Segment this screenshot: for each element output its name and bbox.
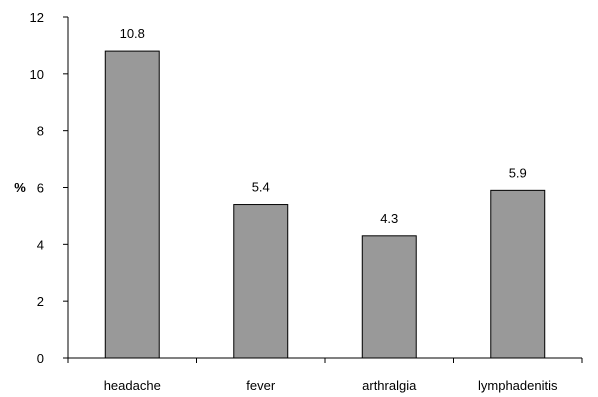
labels: 10.8 headache 5.4 fever 4.3 arthralgia 5.9 lymp… <box>104 26 558 393</box>
x-category-label-fever: fever <box>246 378 276 393</box>
bars <box>104 50 546 359</box>
bar-headache <box>104 50 160 359</box>
y-tick-label: 0 <box>37 351 44 366</box>
y-tick-label: 12 <box>30 10 44 25</box>
bar-fever <box>233 204 289 359</box>
x-category-label-lymphadenitis: lymphadenitis <box>478 378 558 393</box>
bar-arthralgia <box>361 235 417 359</box>
x-category-label-headache: headache <box>104 378 161 393</box>
y-axis-title: % <box>14 180 26 195</box>
data-label-lymphadenitis: 5.9 <box>509 165 527 180</box>
y-tick-label: 4 <box>37 237 44 252</box>
data-label-arthralgia: 4.3 <box>380 211 398 226</box>
y-tick-label: 8 <box>37 124 44 139</box>
y-tick-label: 2 <box>37 294 44 309</box>
bar-lymphadenitis <box>490 189 546 359</box>
y-tick-label: 6 <box>37 181 44 196</box>
data-label-headache: 10.8 <box>120 26 145 41</box>
x-category-label-arthralgia: arthralgia <box>362 378 417 393</box>
data-label-fever: 5.4 <box>252 180 270 195</box>
y-tick-label: 10 <box>30 67 44 82</box>
